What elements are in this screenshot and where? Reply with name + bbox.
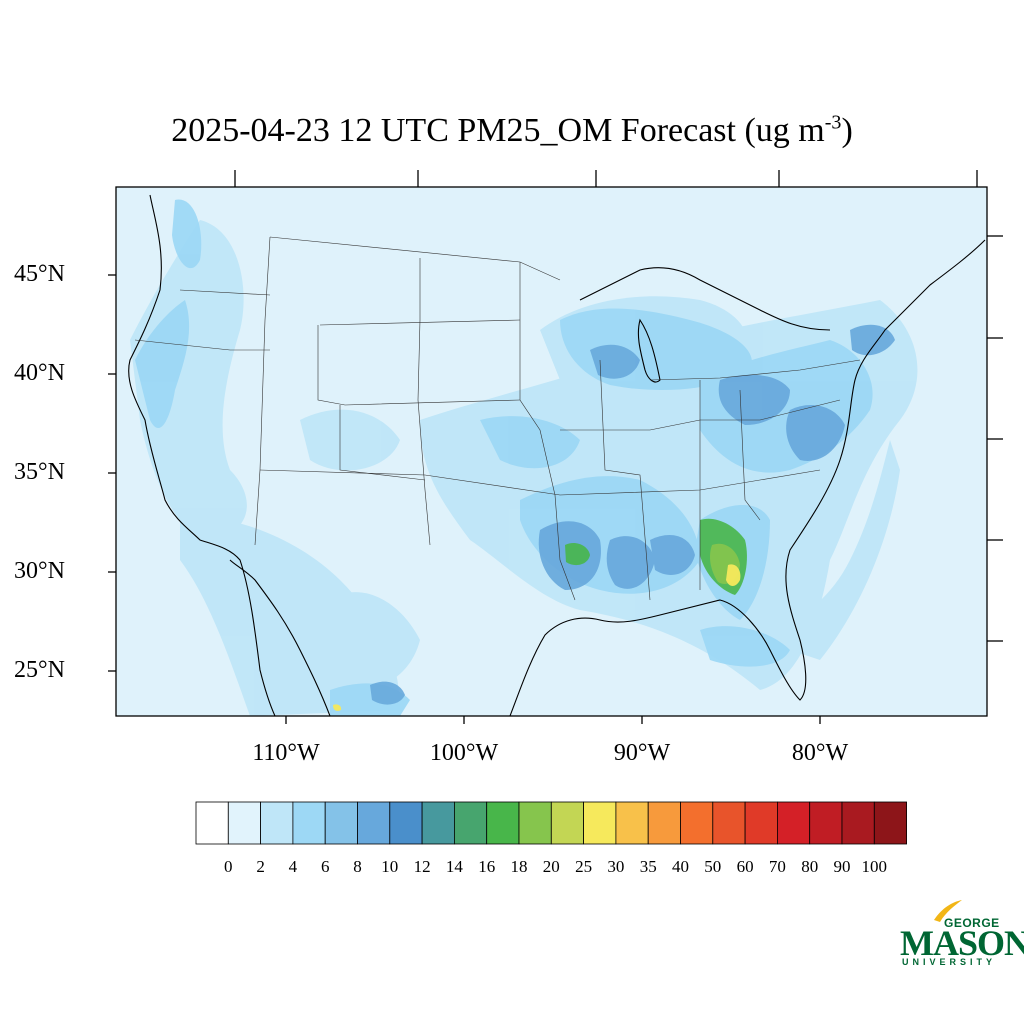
colorbar-tick-label: 2 — [256, 857, 265, 876]
colorbar-tick-label: 80 — [801, 857, 819, 876]
colorbar-tick-label: 30 — [607, 857, 625, 876]
colorbar-box — [583, 801, 617, 845]
colorbar-tick-label: 60 — [736, 857, 754, 876]
colorbar-tick-label: 16 — [478, 857, 496, 876]
colorbar-box — [647, 801, 681, 845]
state-boundaries — [134, 236, 861, 601]
logo-top-text: GEORGE — [944, 916, 1000, 930]
title-text: 2025-04-23 12 UTC PM25_OM Forecast (ug m — [171, 112, 825, 149]
concentration-field — [130, 199, 918, 716]
gmu-logo: GEORGE MASON UNIVERSITY — [896, 898, 1024, 973]
title-exponent: -3 — [824, 111, 842, 134]
colorbar-box — [421, 801, 455, 845]
colorbar-box — [324, 801, 358, 845]
lon-label-80: 80°W — [791, 740, 849, 766]
logo-main-text: MASON — [900, 923, 1024, 963]
colorbar-tick-label: 6 — [320, 857, 330, 876]
colorbar-tick-label: 40 — [672, 857, 689, 876]
lat-label-35: 35°N — [14, 459, 65, 485]
colorbar-box — [518, 801, 552, 845]
colorbar — [195, 801, 907, 845]
colorbar-box — [389, 801, 423, 845]
colorbar-tick-label: 8 — [353, 857, 362, 876]
colorbar-tick-label: 4 — [288, 857, 298, 876]
lat-label-30: 30°N — [14, 558, 65, 584]
colorbar-tick-label: 70 — [768, 857, 786, 876]
colorbar-box — [712, 801, 746, 845]
colorbar-tick-label: 100 — [861, 857, 888, 876]
colorbar-tick-label: 20 — [542, 857, 560, 876]
colorbar-tick-label: 10 — [381, 857, 399, 876]
colorbar-box — [486, 801, 520, 845]
colorbar-box — [615, 801, 649, 845]
colorbar-box — [195, 801, 229, 845]
coastline — [128, 194, 986, 716]
map-ticks — [108, 170, 1003, 724]
colorbar-box — [809, 801, 843, 845]
map-frame — [115, 186, 988, 717]
colorbar-tick-label: 35 — [639, 857, 657, 876]
colorbar-box — [777, 801, 811, 845]
colorbar-box — [550, 801, 584, 845]
lat-label-25: 25°N — [14, 657, 65, 683]
colorbar-box — [227, 801, 262, 845]
colorbar-box — [744, 801, 778, 845]
colorbar-box — [292, 801, 326, 845]
colorbar-box — [873, 801, 907, 845]
lat-label-40: 40°N — [14, 360, 65, 386]
lon-label-100: 100°W — [429, 740, 499, 766]
colorbar-tick-label: 18 — [510, 857, 528, 876]
colorbar-tick-label: 12 — [413, 857, 431, 876]
colorbar-box — [453, 801, 488, 845]
lon-label-90: 90°W — [613, 740, 671, 766]
colorbar-box — [680, 801, 714, 845]
logo-swoosh-icon — [934, 900, 962, 922]
colorbar-tick-label: 50 — [704, 857, 722, 876]
colorbar-tick-label: 25 — [575, 857, 593, 876]
colorbar-tick-label: 14 — [445, 857, 463, 876]
map-title: 2025-04-23 12 UTC PM25_OM Forecast (ug m… — [0, 112, 1024, 150]
colorbar-tick-label: 0 — [224, 857, 233, 876]
colorbar-box — [841, 801, 875, 845]
colorbar-tick-label: 90 — [833, 857, 851, 876]
logo-bottom-text: UNIVERSITY — [902, 957, 997, 967]
colorbar-box — [357, 801, 391, 845]
colorbar-box — [260, 801, 294, 845]
title-close: ) — [841, 112, 853, 149]
lon-label-110: 110°W — [252, 740, 320, 766]
lat-label-45: 45°N — [14, 261, 65, 287]
